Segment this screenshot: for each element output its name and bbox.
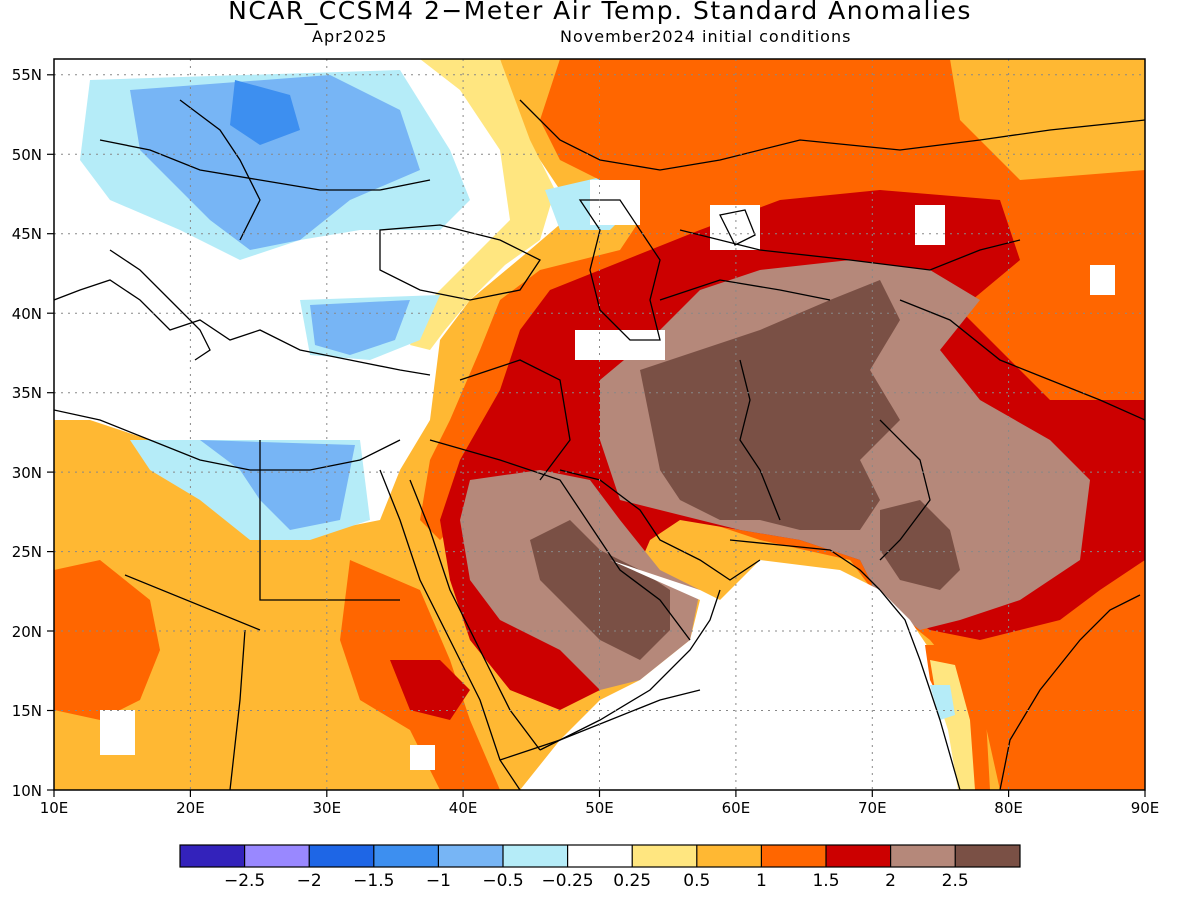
- border-iran-afghan: [739, 359, 781, 521]
- colorbar-label: 0.5: [683, 871, 710, 891]
- colorbar-swatch: [503, 845, 568, 867]
- border-kazakh: [679, 229, 1021, 271]
- anomaly-gap-ethiopia: [410, 745, 435, 770]
- coast-italy: [109, 249, 211, 361]
- coast-pakistan: [729, 539, 881, 591]
- colorbar-label: −2.5: [224, 871, 265, 891]
- grid: [54, 59, 1145, 790]
- colorbar-swatch: [438, 845, 503, 867]
- anomaly-max-india: [880, 500, 960, 590]
- anomaly-cool-mid-europe: [130, 75, 420, 250]
- border-sudan: [229, 629, 246, 790]
- colorbar-label: −0.25: [542, 871, 594, 891]
- border-saudi: [429, 439, 691, 641]
- border-libya-chad: [124, 574, 261, 631]
- colorbar-label: −1: [426, 871, 451, 891]
- coast-gulf-aden: [499, 689, 701, 761]
- colorbar-swatch: [309, 845, 374, 867]
- border-russia: [519, 99, 1145, 171]
- border-europe: [99, 139, 431, 191]
- coast-india-east: [999, 594, 1141, 790]
- coastlines: [54, 99, 1145, 790]
- border-india-pakistan: [879, 419, 931, 561]
- lon-label: 50E: [585, 799, 614, 817]
- colorbar-swatch: [761, 845, 826, 867]
- coast-aral: [719, 209, 756, 246]
- colorbar: −2.5 −2 −1.5 −1 −0.5 −0.25 0.25 0.5 1 1.…: [179, 844, 1021, 891]
- lat-label: 35N: [12, 384, 42, 402]
- coast-north-africa: [54, 409, 401, 471]
- anomaly-hot-yemen: [390, 660, 470, 720]
- anomaly-gap-chad: [100, 710, 135, 755]
- colorbar-swatch: [632, 845, 697, 867]
- colorbar-swatch: [696, 845, 762, 867]
- colorbar-label: 1.5: [812, 871, 839, 891]
- coast-india-west: [879, 589, 961, 790]
- lon-labels: 10E 20E 30E 40E 50E 60E 70E 80E 90E: [40, 799, 1160, 817]
- colorbar-swatch: [180, 845, 245, 867]
- anomaly-cool-mid-egypt: [200, 440, 355, 530]
- coast-black-sea: [379, 224, 541, 301]
- lon-label: 20E: [176, 799, 205, 817]
- colorbar-label: −2: [297, 871, 322, 891]
- border-europe-2: [179, 99, 261, 241]
- colorbar-swatch: [244, 845, 310, 867]
- colorbar-label: −0.5: [482, 871, 523, 891]
- colorbar-label: 0.25: [613, 871, 651, 891]
- anomaly-cool-strong-europe: [230, 80, 300, 145]
- lat-label: 45N: [12, 225, 42, 243]
- colorbar-label: 2: [885, 871, 896, 891]
- anomaly-max-afghanistan: [640, 280, 900, 530]
- coast-red-sea-east: [409, 479, 541, 751]
- lat-label: 25N: [12, 543, 42, 561]
- lat-label: 50N: [12, 146, 42, 164]
- coast-arabia-south: [539, 589, 721, 751]
- lon-label: 60E: [722, 799, 751, 817]
- lat-labels: 10N 15N 20N 25N 30N 35N 40N 45N 50N 55N: [12, 66, 42, 800]
- lat-label: 55N: [12, 66, 42, 84]
- map-title: NCAR_CCSM4 2−Meter Air Temp. Standard An…: [228, 0, 972, 25]
- initial-conditions: November2024 initial conditions: [560, 27, 852, 46]
- anomaly-india-west-cool: [930, 685, 955, 720]
- border-iraq: [459, 359, 571, 481]
- anomaly-cool-mid-turkey: [310, 300, 410, 355]
- anomaly-warm-africa-south: [54, 560, 160, 720]
- coast-mediterranean-north: [54, 279, 431, 376]
- border-egypt-libya: [259, 440, 400, 601]
- coast-caspian: [578, 199, 661, 341]
- colorbar-label: −1.5: [353, 871, 394, 891]
- colorbar-label: 2.5: [942, 871, 969, 891]
- lon-label: 90E: [1131, 799, 1160, 817]
- anomaly-max-arabia: [530, 520, 670, 660]
- colorbar-swatch: [373, 845, 439, 867]
- border-china: [899, 299, 1145, 421]
- anomaly-gap-balkhash: [915, 205, 945, 245]
- lat-label: 10N: [12, 782, 42, 800]
- lon-label: 10E: [40, 799, 69, 817]
- lon-label: 30E: [313, 799, 342, 817]
- anomaly-yellow-band: [410, 59, 555, 350]
- anomaly-arabian-sea-normal: [520, 560, 980, 790]
- anomaly-fields: [54, 59, 1145, 790]
- colorbar-swatch: [826, 845, 891, 867]
- forecast-month: Apr2025: [312, 27, 388, 46]
- lat-label: 15N: [12, 702, 42, 720]
- colorbar-label: 1: [756, 871, 767, 891]
- anomaly-gap-tibet: [1090, 265, 1115, 295]
- colorbar-swatch: [567, 845, 633, 867]
- border-turkmen: [659, 279, 831, 301]
- lat-label: 30N: [12, 464, 42, 482]
- lat-label: 40N: [12, 305, 42, 323]
- colorbar-swatch: [955, 845, 1020, 867]
- lat-label: 20N: [12, 623, 42, 641]
- axis-ticks: [47, 74, 1146, 797]
- lon-label: 70E: [858, 799, 887, 817]
- colorbar-swatch: [890, 845, 956, 867]
- lon-label: 80E: [994, 799, 1023, 817]
- anomaly-gap-south-caspian: [575, 330, 665, 360]
- lon-label: 40E: [449, 799, 478, 817]
